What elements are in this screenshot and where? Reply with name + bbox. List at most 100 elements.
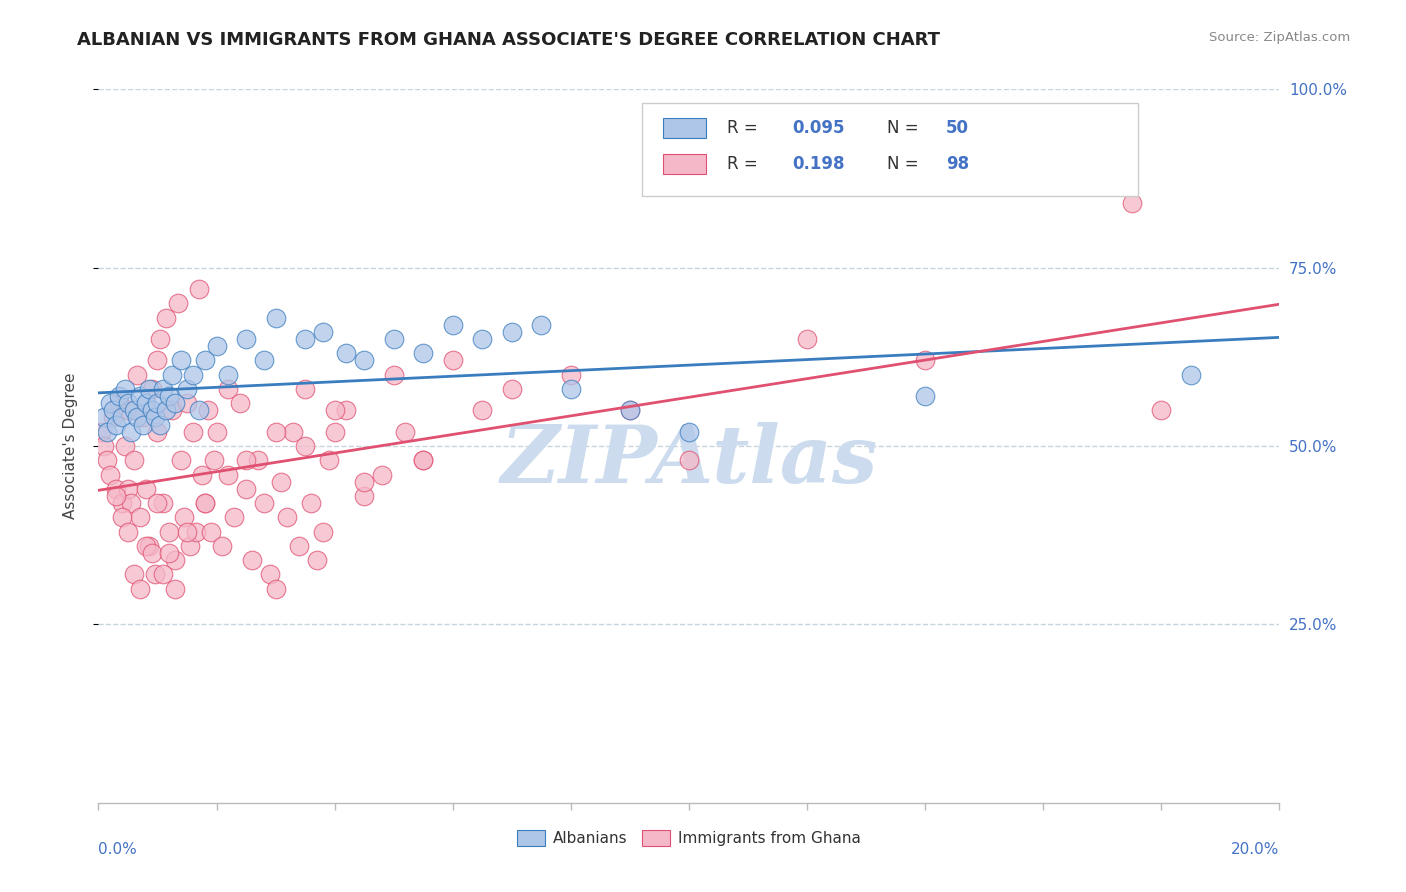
Point (146, 496, 169, 510)
Point (253, 496, 276, 510)
Point (394, 425, 416, 439)
Point (1180, 368, 1202, 382)
Text: R =: R = (727, 155, 763, 173)
Point (299, 496, 322, 510)
Point (253, 353, 276, 368)
Point (229, 396, 252, 410)
Text: ZIPAtlas: ZIPAtlas (501, 422, 877, 499)
Point (217, 382, 239, 396)
Point (471, 332, 494, 346)
Point (125, 410, 148, 425)
Point (138, 382, 160, 396)
Point (501, 325, 523, 339)
Point (530, 318, 553, 332)
Point (96, 425, 118, 439)
Point (105, 489, 128, 503)
Point (187, 403, 209, 417)
Point (167, 296, 190, 310)
Point (176, 396, 198, 410)
Point (122, 567, 145, 582)
Point (353, 353, 375, 368)
Point (96, 453, 118, 467)
Point (108, 389, 131, 403)
Point (117, 403, 139, 417)
Point (128, 389, 150, 403)
Point (187, 282, 209, 296)
Point (441, 353, 464, 368)
Text: Source: ZipAtlas.com: Source: ZipAtlas.com (1209, 31, 1350, 45)
Point (105, 482, 128, 496)
Point (176, 382, 198, 396)
Point (98, 396, 121, 410)
Point (122, 453, 145, 467)
Point (111, 496, 134, 510)
Point (146, 425, 169, 439)
Point (323, 425, 346, 439)
Point (138, 539, 160, 553)
Point (412, 453, 434, 467)
Point (179, 539, 201, 553)
Point (143, 410, 166, 425)
Point (105, 417, 128, 432)
Point (217, 467, 239, 482)
Point (146, 353, 169, 368)
Point (98, 467, 121, 482)
Point (312, 524, 335, 539)
Point (165, 582, 187, 596)
Point (560, 382, 582, 396)
Point (619, 403, 641, 417)
Point (235, 332, 257, 346)
Point (114, 382, 136, 396)
Point (117, 396, 139, 410)
Point (191, 467, 214, 482)
Point (141, 546, 163, 560)
Legend: Albanians, Immigrants from Ghana: Albanians, Immigrants from Ghana (512, 824, 866, 852)
Point (318, 453, 340, 467)
FancyBboxPatch shape (641, 103, 1137, 196)
Point (114, 439, 136, 453)
Point (128, 510, 150, 524)
Point (270, 475, 292, 489)
Point (353, 475, 375, 489)
Point (90, 425, 112, 439)
Point (181, 368, 204, 382)
Point (132, 417, 155, 432)
Y-axis label: Associate's Degree: Associate's Degree (63, 373, 77, 519)
Point (914, 353, 936, 368)
Text: ALBANIAN VS IMMIGRANTS FROM GHANA ASSOCIATE'S DEGREE CORRELATION CHART: ALBANIAN VS IMMIGRANTS FROM GHANA ASSOCI… (77, 31, 941, 49)
Text: 50: 50 (946, 120, 969, 137)
Point (132, 410, 155, 425)
Point (111, 410, 134, 425)
Point (560, 368, 582, 382)
Point (146, 396, 169, 410)
Point (205, 339, 228, 353)
Point (143, 567, 166, 582)
Point (202, 453, 225, 467)
Text: N =: N = (887, 155, 924, 173)
Point (149, 417, 172, 432)
Point (240, 553, 263, 567)
Point (259, 567, 281, 582)
Text: R =: R = (727, 120, 763, 137)
Point (162, 403, 183, 417)
Point (152, 567, 174, 582)
Point (678, 425, 700, 439)
Point (264, 425, 287, 439)
Point (441, 318, 464, 332)
Point (149, 332, 172, 346)
Point (103, 410, 125, 425)
Point (323, 403, 346, 417)
Point (305, 553, 328, 567)
Point (155, 310, 177, 325)
Point (294, 382, 316, 396)
Point (194, 496, 217, 510)
Text: 0.095: 0.095 (792, 120, 845, 137)
Point (103, 403, 125, 417)
Point (678, 453, 700, 467)
Point (211, 539, 233, 553)
Point (335, 346, 357, 360)
Point (93, 439, 115, 453)
Point (117, 482, 139, 496)
Point (205, 425, 228, 439)
Point (619, 403, 641, 417)
